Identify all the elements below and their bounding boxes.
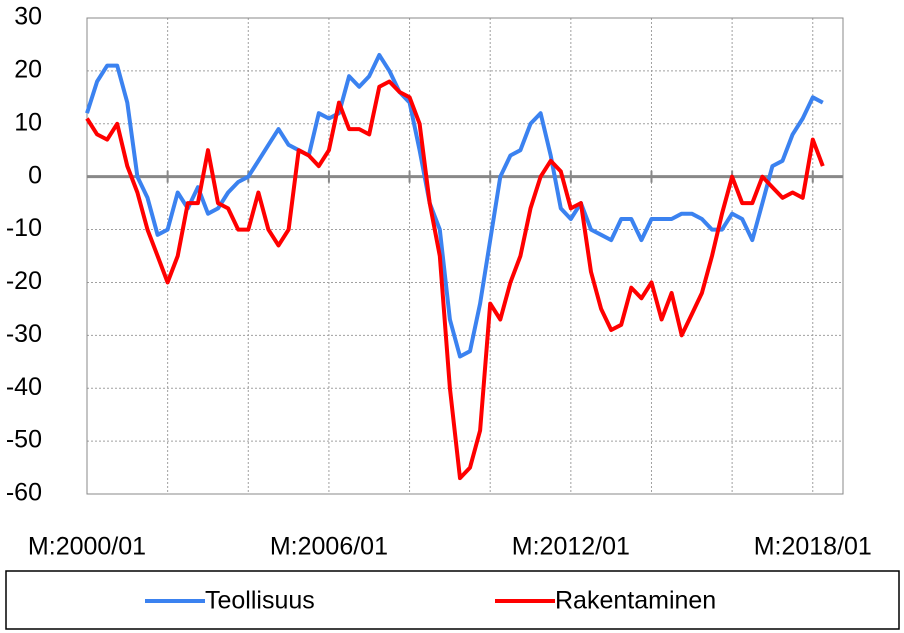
- y-tick-label: -60: [6, 479, 42, 507]
- y-tick-label: 0: [28, 161, 42, 189]
- y-tick-label: -20: [6, 267, 42, 295]
- x-tick-label: M:2018/01: [754, 533, 872, 561]
- legend-box: [5, 570, 900, 630]
- y-tick-label: 20: [14, 55, 42, 83]
- y-tick-label: -10: [6, 214, 42, 242]
- legend-label: Teollisuus: [205, 587, 315, 615]
- y-tick-label: -30: [6, 320, 42, 348]
- y-tick-label: -50: [6, 426, 42, 454]
- x-tick-label: M:2006/01: [270, 533, 388, 561]
- y-tick-label: 10: [14, 108, 42, 136]
- y-tick-label: 30: [14, 3, 42, 31]
- x-tick-label: M:2000/01: [28, 533, 146, 561]
- line-series: [85, 79, 825, 481]
- y-tick-label: -40: [6, 373, 42, 401]
- legend-label: Rakentaminen: [555, 587, 716, 615]
- plot-border: [86, 17, 844, 495]
- x-tick-label: M:2012/01: [512, 533, 630, 561]
- line-series: [85, 53, 824, 359]
